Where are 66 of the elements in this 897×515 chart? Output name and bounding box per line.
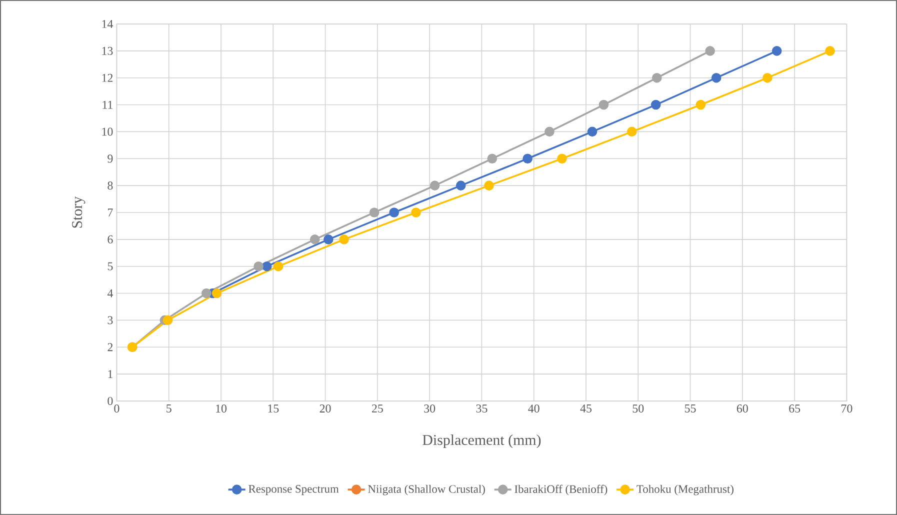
y-tick-label: 3 — [108, 316, 113, 324]
point — [456, 180, 466, 190]
y-tick-label: 10 — [102, 128, 113, 136]
legend-label: Tohoku (Megathrust) — [636, 484, 734, 496]
x-tick-label: 55 — [684, 404, 696, 412]
y-axis-title: Story — [72, 196, 86, 228]
point — [162, 315, 173, 326]
point — [650, 100, 661, 110]
y-tick-label: 6 — [108, 235, 113, 244]
point — [825, 46, 835, 56]
point — [544, 126, 554, 137]
y-tick-label: 5 — [108, 262, 113, 270]
point — [711, 72, 722, 83]
y-tick-label: 11 — [102, 100, 112, 109]
point — [273, 261, 284, 272]
x-tick-label: 65 — [789, 404, 800, 413]
point — [772, 46, 782, 56]
point — [201, 288, 212, 298]
point — [389, 208, 400, 218]
x-tick-label: 20 — [320, 404, 331, 413]
x-tick-label: 70 — [842, 404, 852, 413]
y-tick-label: 0 — [108, 396, 113, 406]
point — [557, 154, 567, 164]
point — [339, 234, 349, 244]
point — [705, 46, 715, 56]
x-tick-label: 40 — [528, 404, 540, 413]
point — [254, 261, 264, 272]
point — [587, 126, 598, 137]
point — [310, 234, 320, 244]
x-tick-label: 15 — [268, 404, 279, 413]
point — [522, 154, 532, 164]
point — [762, 72, 772, 83]
point — [652, 72, 662, 83]
point — [696, 100, 706, 110]
point — [598, 100, 609, 110]
point — [626, 126, 637, 137]
x-tick-label: 5 — [166, 404, 172, 412]
y-tick-label: 7 — [108, 208, 113, 216]
y-tick-label: 13 — [102, 46, 113, 55]
x-tick-label: 45 — [580, 404, 592, 412]
y-tick-label: 2 — [108, 343, 113, 352]
legend-label: Response Spectrum — [248, 485, 339, 496]
point — [484, 180, 494, 190]
x-tick-label: 25 — [372, 404, 383, 413]
point — [430, 180, 440, 190]
y-tick-label: 9 — [108, 154, 113, 163]
point — [369, 208, 380, 218]
x-tick-label: 50 — [632, 404, 644, 413]
y-tick-label: 12 — [102, 74, 113, 82]
legend-label: IbarakiOff (Benioff) — [514, 484, 608, 496]
point — [411, 208, 421, 218]
y-tick-label: 14 — [102, 20, 114, 28]
legend-label: Niigata (Shallow Crustal) — [368, 484, 485, 496]
point — [262, 261, 272, 272]
x-tick-label: 10 — [216, 404, 227, 413]
x-tick-label: 35 — [476, 404, 488, 413]
point — [487, 154, 498, 164]
x-tick-label: 60 — [736, 404, 748, 413]
x-tick-label: 30 — [424, 404, 436, 413]
point — [324, 234, 334, 244]
x-tick-label: 0 — [114, 404, 120, 413]
y-tick-label: 1 — [108, 370, 112, 378]
y-tick-label: 8 — [108, 182, 113, 190]
x-axis-title: Displacement (mm) — [422, 434, 541, 448]
point — [212, 288, 222, 298]
y-tick-label: 4 — [107, 289, 114, 298]
